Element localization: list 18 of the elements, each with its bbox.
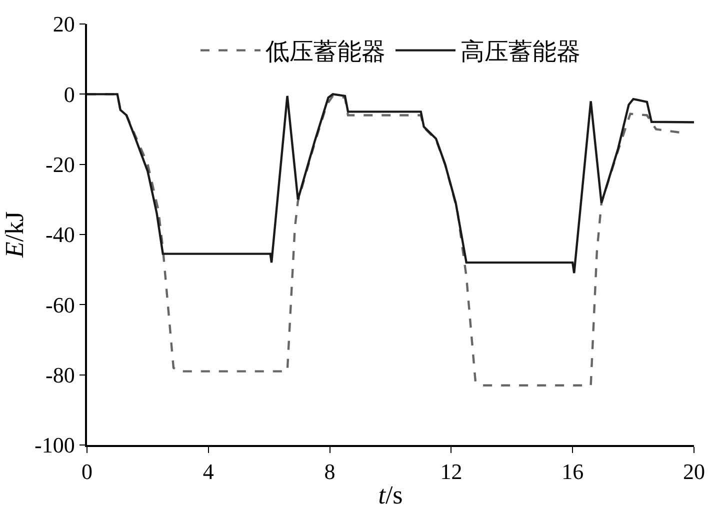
y-tick-label: -100	[34, 432, 75, 458]
legend-label: 低压蓄能器	[266, 40, 386, 66]
x-tick-label: 16	[562, 459, 584, 484]
y-tick-label: -80	[46, 362, 75, 388]
y-axis-title: E/kJ	[0, 211, 29, 259]
x-tick-label: 8	[324, 459, 336, 484]
y-tick-label: -20	[46, 152, 75, 178]
x-tick-label: 0	[82, 459, 92, 484]
x-tick-label: 12	[440, 459, 462, 484]
x-tick-label: 20	[683, 459, 705, 484]
y-tick-label: 20	[52, 12, 75, 37]
y-tick-label: -60	[46, 292, 75, 318]
x-tick-label: 4	[202, 459, 214, 484]
line-series	[87, 93, 694, 274]
x-axis-title: t/s	[378, 480, 403, 510]
y-tick-label: -40	[46, 222, 75, 248]
legend-label: 高压蓄能器	[460, 38, 580, 66]
y-tick-label: 0	[64, 82, 75, 107]
